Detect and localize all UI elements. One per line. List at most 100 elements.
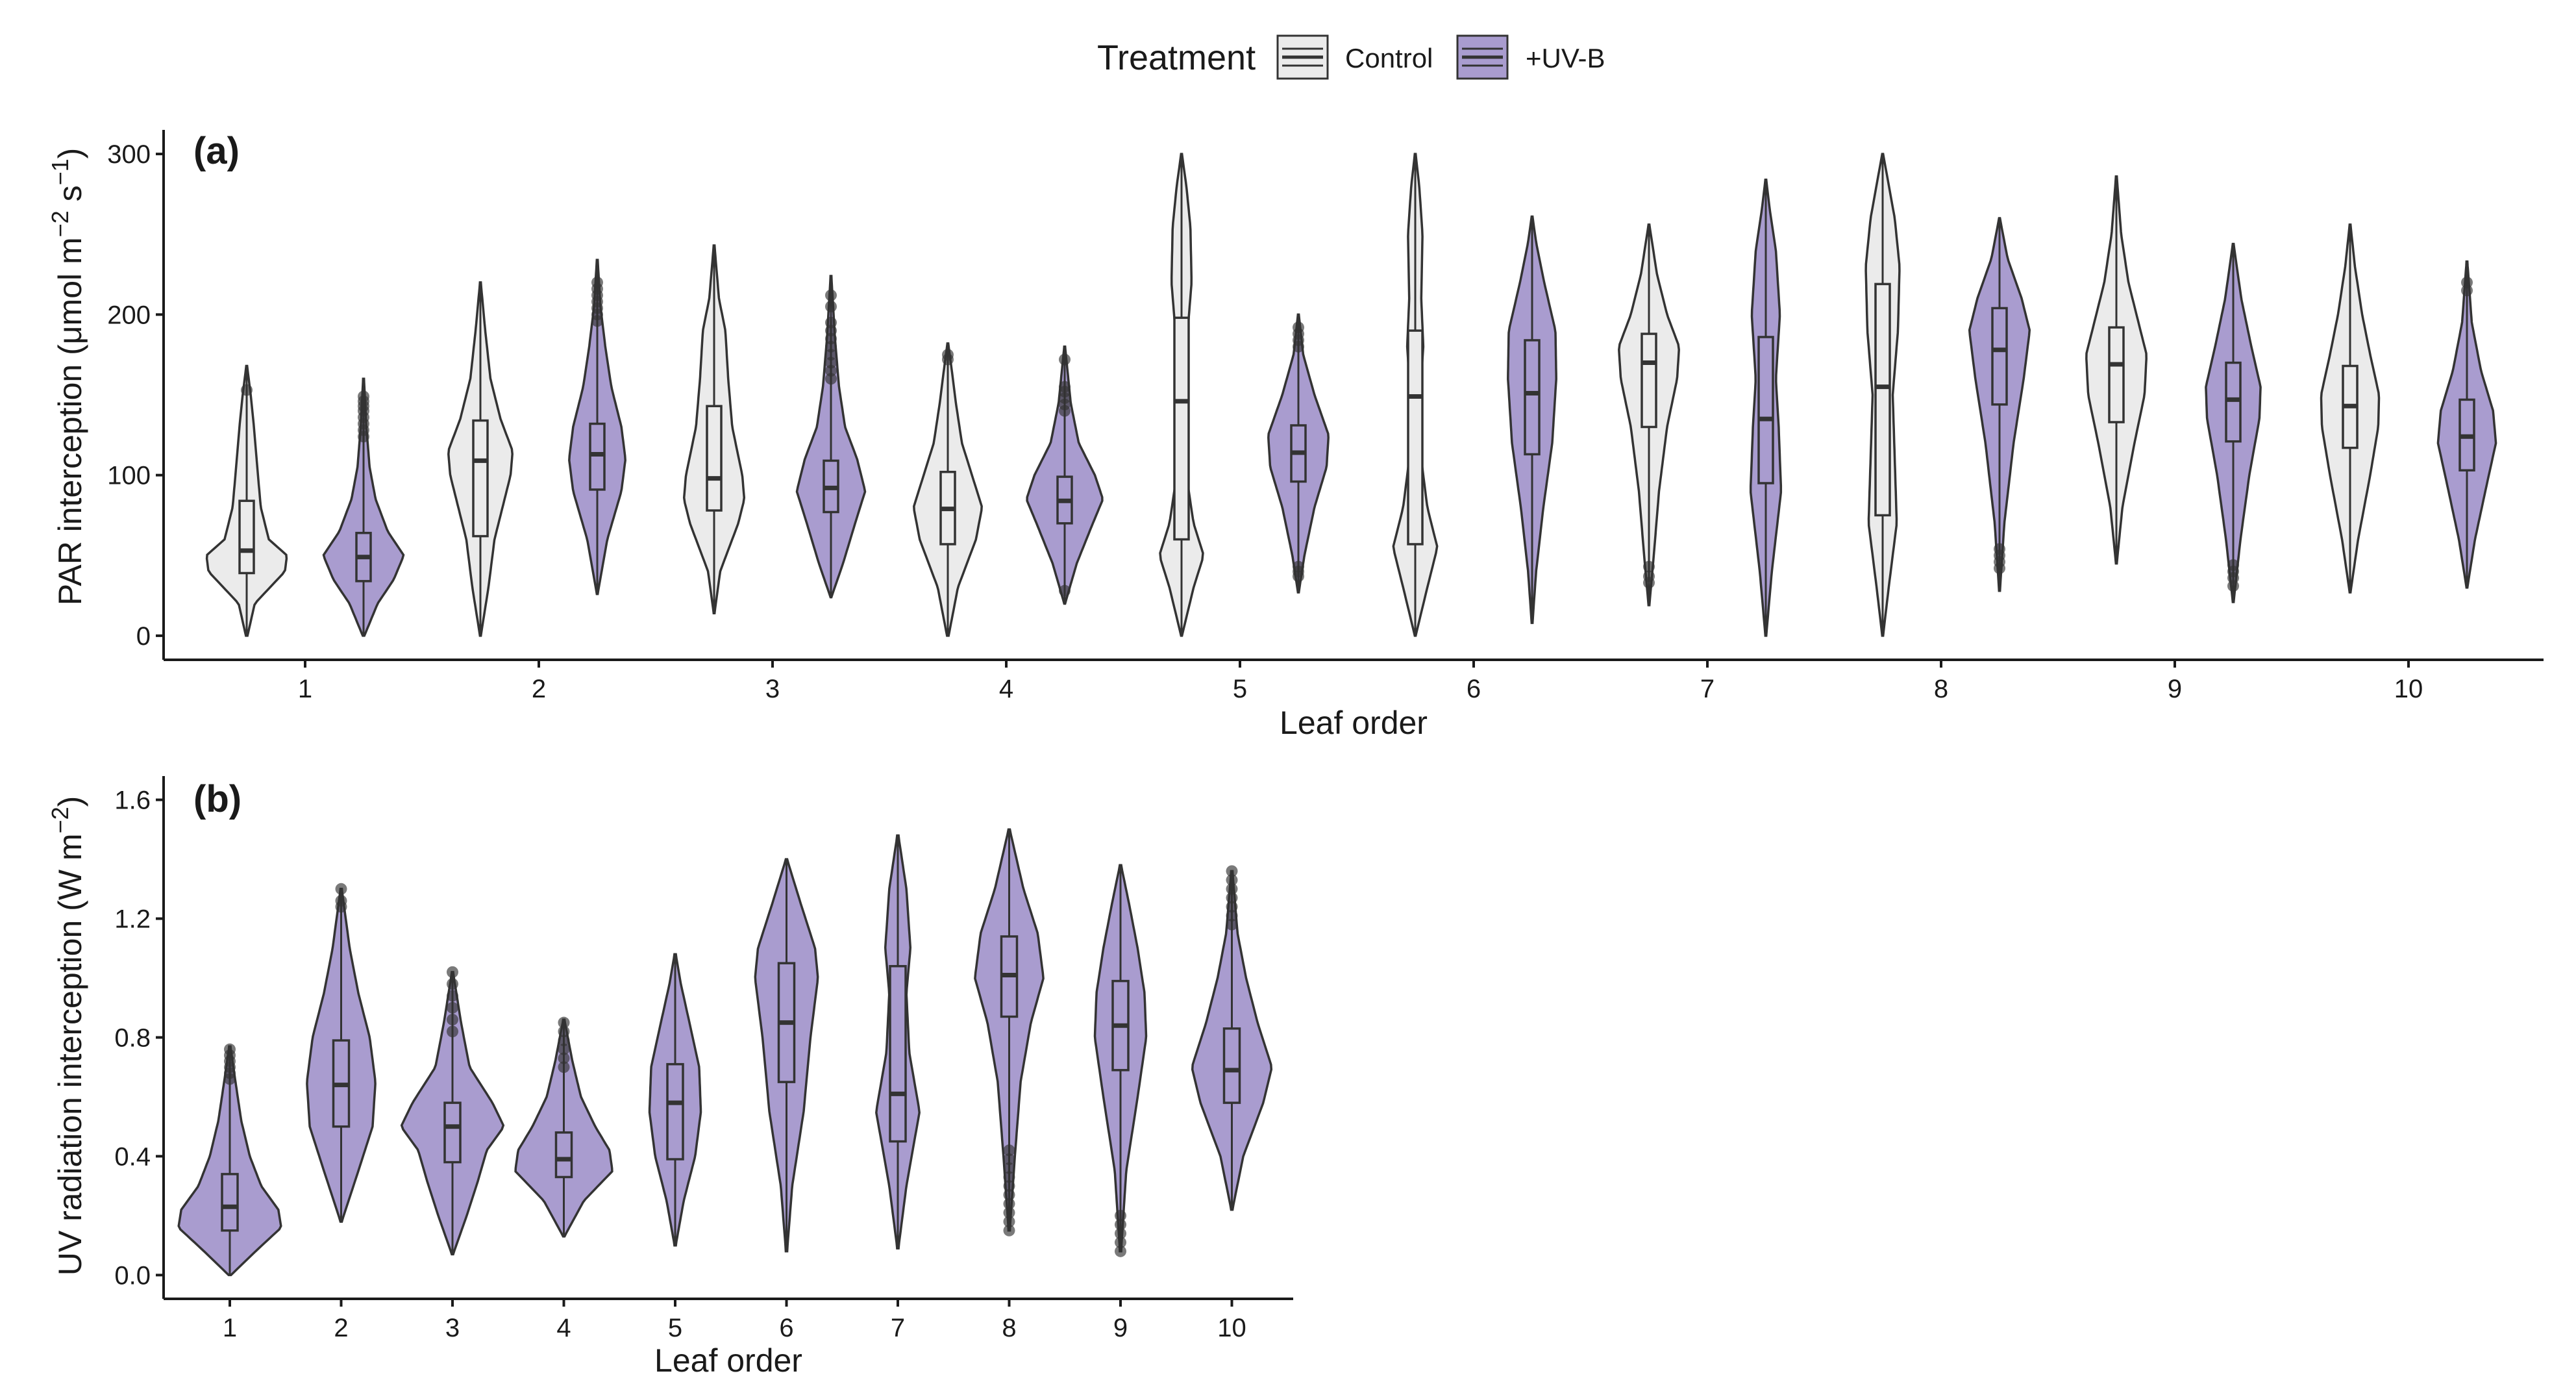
outlier-point [825,357,837,369]
legend-item-control: Control [1276,34,1433,80]
outlier-point [1115,1209,1126,1222]
violin-uvb-leaf-2 [568,258,626,596]
violin-uvb-leaf-8 [1968,217,2031,592]
x-tick-label: 7 [891,1314,905,1342]
panel-b-y-title: UV radiation interception (W m−2) [47,796,88,1276]
x-tick-label: 8 [1934,675,1948,703]
outlier-point [447,1025,458,1038]
outlier-point [447,978,458,990]
y-tick-label: 0 [136,622,151,651]
y-tick-label: 1.6 [114,786,151,815]
violin-control-leaf-6 [1392,153,1439,637]
violin-uvb-leaf-8 [974,828,1045,1236]
y-tick-label: 1.2 [114,905,151,934]
box-iqr [443,1101,462,1164]
outlier-point [1115,1227,1126,1240]
y-tick-label: 0.4 [114,1142,151,1171]
panel-a: (a) 0 100 200 300 1 2 3 4 5 6 7 8 9 10 Leaf order PA… [47,130,2544,741]
outlier-point [1115,1218,1126,1231]
box-iqr [2225,361,2242,443]
violin-uvb-leaf-10 [1191,865,1273,1211]
legend-label-control: Control [1345,43,1433,73]
outlier-point [1115,1245,1126,1257]
box-iqr [221,1173,239,1232]
outlier-point [558,1043,570,1055]
outlier-point [1003,1180,1015,1192]
outlier-point [1003,1216,1015,1228]
x-tick-label: 8 [1002,1314,1016,1342]
violin-uvb-leaf-7 [1749,178,1783,637]
outlier-point [1003,1224,1015,1236]
outlier-point [558,1035,570,1047]
outlier-point [1643,560,1655,573]
outlier-point [1003,1198,1015,1210]
x-tick-label: 2 [532,675,546,703]
x-tick-label: 3 [445,1314,460,1342]
panel-b: (b) 0.0 0.4 0.8 1.2 1.6 1 2 3 4 5 6 7 8 9 10 Leaf ord… [47,776,1293,1379]
y-tick-label: 200 [107,301,151,329]
panel-a-x-ticks: 1 2 3 4 5 6 7 8 9 10 [298,660,2423,703]
box-iqr [1641,333,1657,429]
outlier-point [224,1043,236,1055]
outlier-point [2461,284,2473,297]
outlier-point [2227,580,2239,592]
panel-b-y-ticks: 0.0 0.4 0.8 1.2 1.6 [114,786,164,1290]
box-iqr [706,405,723,512]
outlier-point [1226,883,1238,895]
outlier-point [1226,918,1238,931]
violin-control-leaf-1 [205,364,288,637]
violin-control-leaf-10 [2320,223,2381,594]
x-tick-label: 9 [2168,675,2182,703]
outlier-point [825,373,837,385]
box-iqr [1173,316,1190,541]
outlier-point [447,966,458,978]
violin-uvb-leaf-5 [1267,313,1330,594]
outlier-point [825,289,837,301]
violin-control-leaf-3 [682,244,746,615]
outlier-point [1003,1171,1015,1183]
violin-uvb-leaf-1 [177,1043,282,1277]
outlier-point [1226,901,1238,913]
outlier-point [1226,874,1238,886]
outlier-point [1643,570,1655,583]
outlier-point [1293,560,1304,573]
box-iqr [472,419,489,538]
outlier-point [335,883,347,895]
outlier-point [558,1016,570,1029]
violin-uvb-leaf-10 [2436,260,2497,589]
violin-control-leaf-2 [447,281,514,637]
outlier-point [447,1014,458,1026]
panel-a-y-title: PAR interception (μmol m−2 s−1) [47,148,88,606]
outlier-point [241,384,253,396]
x-tick-label: 7 [1700,675,1715,703]
x-tick-label: 4 [556,1314,571,1342]
box-iqr [1524,339,1541,456]
box-iqr [666,1062,684,1161]
legend: Treatment Control +UV-B [1097,34,1605,80]
x-tick-label: 5 [668,1314,682,1342]
outlier-point [825,340,837,353]
outlier-point [1059,353,1071,366]
outlier-point [825,316,837,329]
x-tick-label: 5 [1233,675,1247,703]
outlier-point [1293,321,1304,334]
outlier-point [825,364,837,377]
x-tick-label: 6 [779,1314,793,1342]
panel-a-tag: (a) [193,130,240,172]
box-iqr [1991,307,2008,406]
box-iqr [589,422,606,491]
x-tick-label: 1 [298,675,312,703]
violin-uvb-leaf-4 [514,1016,613,1238]
panel-a-x-title: Leaf order [1280,705,1428,741]
violin-control-leaf-4 [913,342,983,637]
violin-control-leaf-8 [1864,153,1901,637]
outlier-point [558,1061,570,1073]
violin-control-leaf-7 [1618,223,1680,607]
outlier-point [2227,559,2239,571]
outlier-point [558,1025,570,1038]
outlier-point [1226,865,1238,877]
outlier-point [1059,584,1071,597]
box-iqr [1407,329,1424,546]
violin-uvb-leaf-7 [875,834,921,1249]
